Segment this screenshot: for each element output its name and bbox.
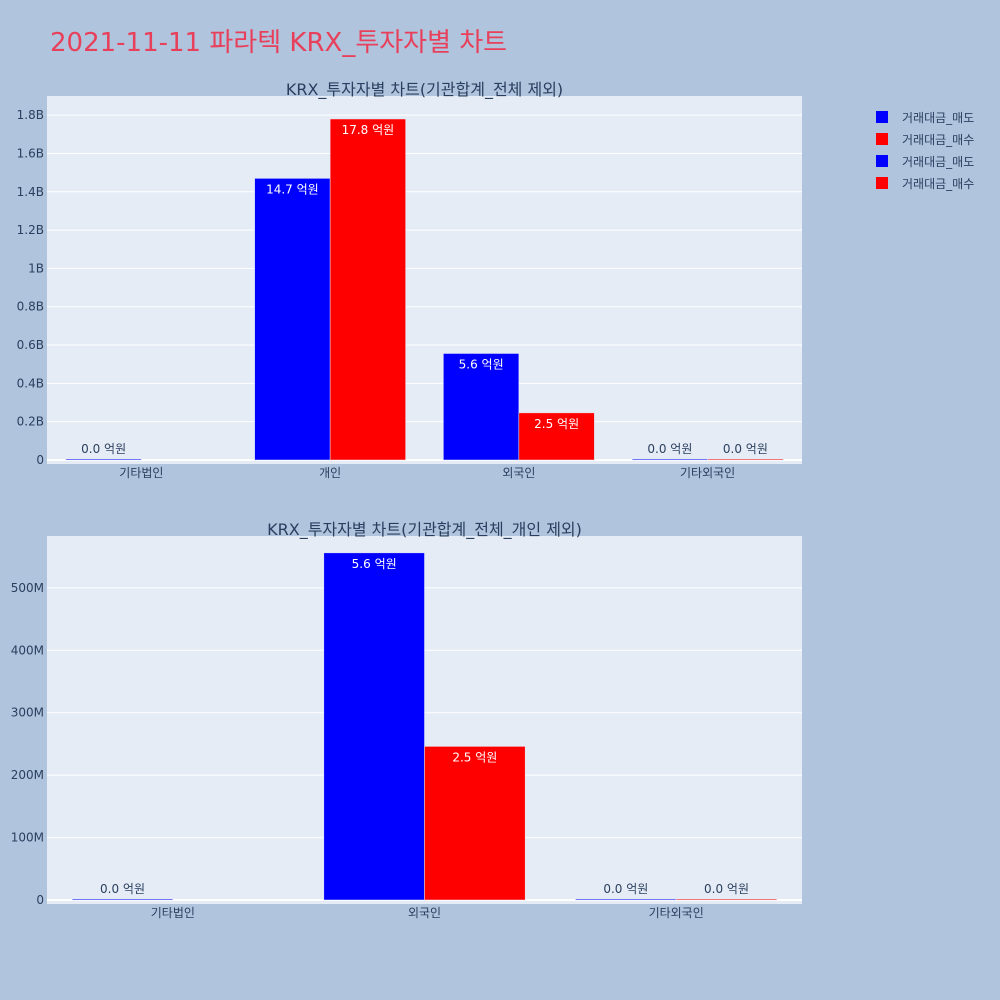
bar xyxy=(631,458,708,461)
bar xyxy=(65,458,142,461)
data-label: 17.8 억원 xyxy=(342,123,395,137)
x-tick-label: 기타법인 xyxy=(151,906,195,920)
legend-label: 거래대금_매도 xyxy=(902,110,975,125)
data-label: 0.0 억원 xyxy=(81,442,126,456)
data-label: 0.0 억원 xyxy=(647,442,692,456)
y-tick-label: 0 xyxy=(36,453,44,467)
bar xyxy=(424,746,526,901)
bar xyxy=(707,458,784,461)
bar xyxy=(518,412,595,461)
data-label: 0.0 억원 xyxy=(603,882,648,896)
y-tick-label: 0.6B xyxy=(17,338,44,352)
bar xyxy=(675,898,778,901)
y-tick-label: 300M xyxy=(11,706,44,720)
x-tick-label: 기타법인 xyxy=(119,466,163,480)
chart-2: 0 100M 200M 300M 400M 500M KRX_투자자별 차트(기관합계_전체… xyxy=(11,520,802,920)
legend-item[interactable]: 거래대금_매도 xyxy=(876,106,974,128)
page-title: 2021-11-11 파라텍 KRX_투자자별 차트 xyxy=(50,28,508,58)
x-tick-label: 기타외국인 xyxy=(680,466,735,480)
data-label: 14.7 억원 xyxy=(266,182,319,196)
chart-title: KRX_투자자별 차트(기관합계_전체 제외) xyxy=(286,80,563,100)
legend-item[interactable]: 거래대금_매도 xyxy=(876,150,974,172)
y-tick-label: 0 xyxy=(36,893,44,907)
x-tick-label: 외국인 xyxy=(408,906,441,920)
legend-label: 거래대금_매도 xyxy=(902,154,975,169)
legend-label: 거래대금_매수 xyxy=(902,132,975,147)
bar xyxy=(575,898,677,901)
legend-swatch xyxy=(876,133,888,145)
data-label: 5.6 억원 xyxy=(352,557,397,571)
bar xyxy=(329,118,406,461)
y-tick-label: 1.4B xyxy=(17,185,44,199)
data-label: 2.5 억원 xyxy=(452,750,497,764)
bar xyxy=(323,552,425,901)
bar xyxy=(254,178,331,461)
bar xyxy=(71,898,174,901)
y-tick-label: 200M xyxy=(11,768,44,782)
legend-item[interactable]: 거래대금_매수 xyxy=(876,128,974,150)
plot-area xyxy=(47,96,802,464)
y-tick-label: 100M xyxy=(11,831,44,845)
legend-item[interactable]: 거래대금_매수 xyxy=(876,172,974,194)
y-tick-label: 0.8B xyxy=(17,300,44,314)
legend: 거래대금_매도 거래대금_매수 거래대금_매도 거래대금_매수 xyxy=(876,106,974,194)
legend-swatch xyxy=(876,111,888,123)
chart-title: KRX_투자자별 차트(기관합계_전체_개인 제외) xyxy=(267,520,582,540)
x-tick-label: 개인 xyxy=(319,466,341,480)
legend-swatch xyxy=(876,155,888,167)
data-label: 0.0 억원 xyxy=(100,882,145,896)
x-tick-label: 기타외국인 xyxy=(649,906,704,920)
legend-label: 거래대금_매수 xyxy=(902,176,975,191)
y-tick-label: 400M xyxy=(11,643,44,657)
y-tick-label: 1.6B xyxy=(17,146,44,160)
data-label: 2.5 억원 xyxy=(534,417,579,431)
data-label: 5.6 억원 xyxy=(459,357,504,371)
y-tick-label: 1.8B xyxy=(17,108,44,122)
data-label: 0.0 억원 xyxy=(723,442,768,456)
bar xyxy=(443,353,520,461)
y-tick-label: 1.2B xyxy=(17,223,44,237)
y-tick-label: 500M xyxy=(11,581,44,595)
x-tick-label: 외국인 xyxy=(502,466,535,480)
chart-1: 0 0.2B 0.4B 0.6B 0.8B 1B 1.2B 1.4B 1.6B 1.8B KRX_투… xyxy=(17,80,802,480)
y-tick-label: 1B xyxy=(28,261,44,275)
legend-swatch xyxy=(876,177,888,189)
y-tick-label: 0.4B xyxy=(17,376,44,390)
y-tick-label: 0.2B xyxy=(17,415,44,429)
data-label: 0.0 억원 xyxy=(704,882,749,896)
